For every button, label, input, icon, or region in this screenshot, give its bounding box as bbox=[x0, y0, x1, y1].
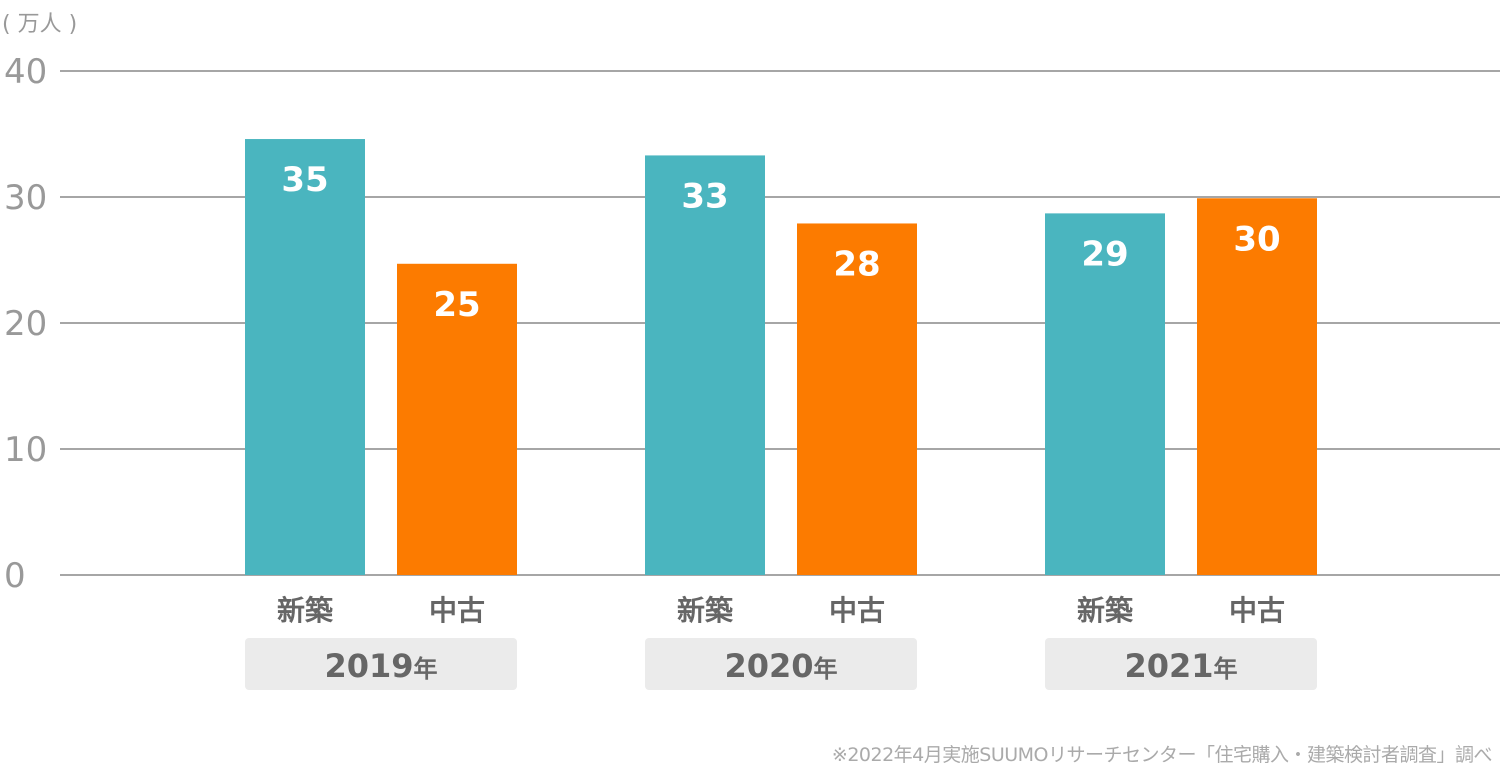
y-tick-label: 20 bbox=[4, 304, 47, 344]
bar-value-label: 35 bbox=[281, 160, 328, 200]
category-label: 中古 bbox=[829, 594, 885, 627]
y-tick-label: 30 bbox=[4, 178, 47, 218]
category-label: 新築 bbox=[277, 594, 334, 627]
bar-value-label: 29 bbox=[1081, 234, 1128, 274]
y-tick-label: 10 bbox=[4, 430, 47, 470]
year-box bbox=[1045, 638, 1317, 690]
bar-value-label: 28 bbox=[833, 244, 880, 284]
y-tick-label: 0 bbox=[4, 556, 26, 596]
source-footnote: ※2022年4月実施SUUMOリサーチセンター「住宅購入・建築検討者調査」調べ bbox=[831, 744, 1493, 766]
bar-2019-used bbox=[397, 263, 517, 575]
category-label: 中古 bbox=[429, 594, 485, 627]
year-box bbox=[645, 638, 917, 690]
category-label: 中古 bbox=[1229, 594, 1285, 627]
bar-2020-used bbox=[797, 223, 917, 575]
bar-2021-new bbox=[1045, 213, 1165, 575]
year-suffix: 年 bbox=[814, 655, 838, 683]
category-label: 新築 bbox=[1077, 594, 1134, 627]
bar-value-label: 25 bbox=[433, 285, 480, 325]
bar-2019-new bbox=[245, 139, 365, 576]
y-axis-unit-label: ( 万人 ) bbox=[2, 12, 78, 37]
bar-value-label: 30 bbox=[1233, 219, 1280, 259]
year-suffix: 年 bbox=[414, 655, 438, 683]
year-box bbox=[245, 638, 517, 690]
bar-2020-new bbox=[645, 155, 765, 576]
y-tick-label: 40 bbox=[4, 52, 47, 92]
category-label: 新築 bbox=[677, 594, 734, 627]
bar-2021-used bbox=[1197, 198, 1317, 575]
bar-value-label: 33 bbox=[681, 176, 728, 216]
year-suffix: 年 bbox=[1214, 655, 1238, 683]
